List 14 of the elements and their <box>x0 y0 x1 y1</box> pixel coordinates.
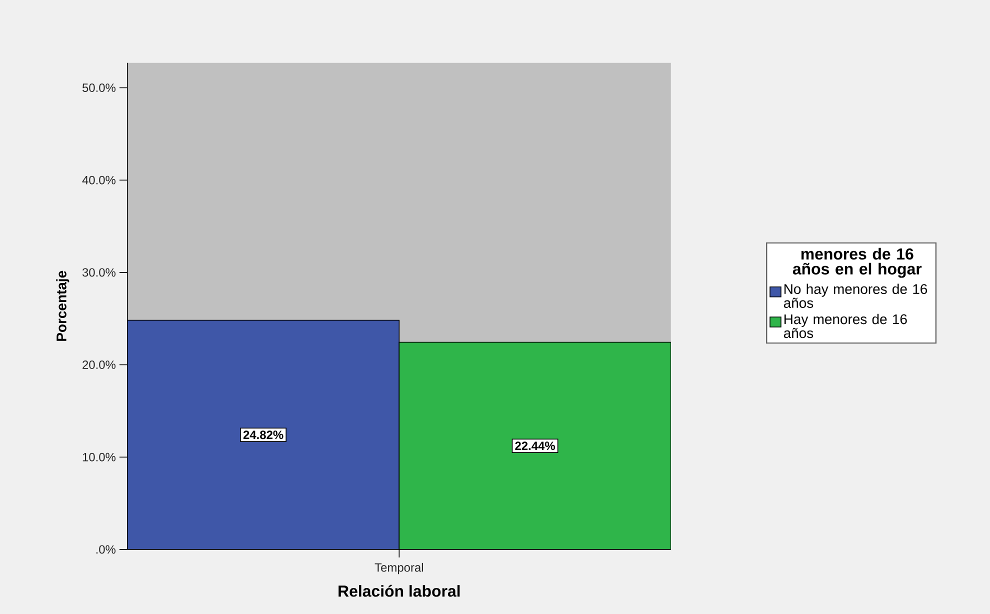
legend-label: Hay menores de 16 años <box>784 314 907 338</box>
y-axis-title: Porcentaje <box>56 270 70 341</box>
legend-label: No hay menores de 16 años <box>784 284 928 308</box>
legend-title: menores de 16 años en el hogar <box>792 248 922 278</box>
y-tick-label: 10.0% <box>82 452 116 462</box>
x-axis-title: Relación laboral <box>338 584 460 597</box>
data-label: 22.44% <box>515 441 555 450</box>
y-tick-label: .0% <box>96 545 116 554</box>
y-tick-label: 20.0% <box>82 360 116 369</box>
data-label: 24.82% <box>243 430 284 439</box>
y-tick-label: 30.0% <box>82 268 116 277</box>
y-tick-label: 50.0% <box>82 83 116 92</box>
y-tick-label: 40.0% <box>82 176 116 184</box>
x-tick-label: Temporal <box>374 562 423 574</box>
